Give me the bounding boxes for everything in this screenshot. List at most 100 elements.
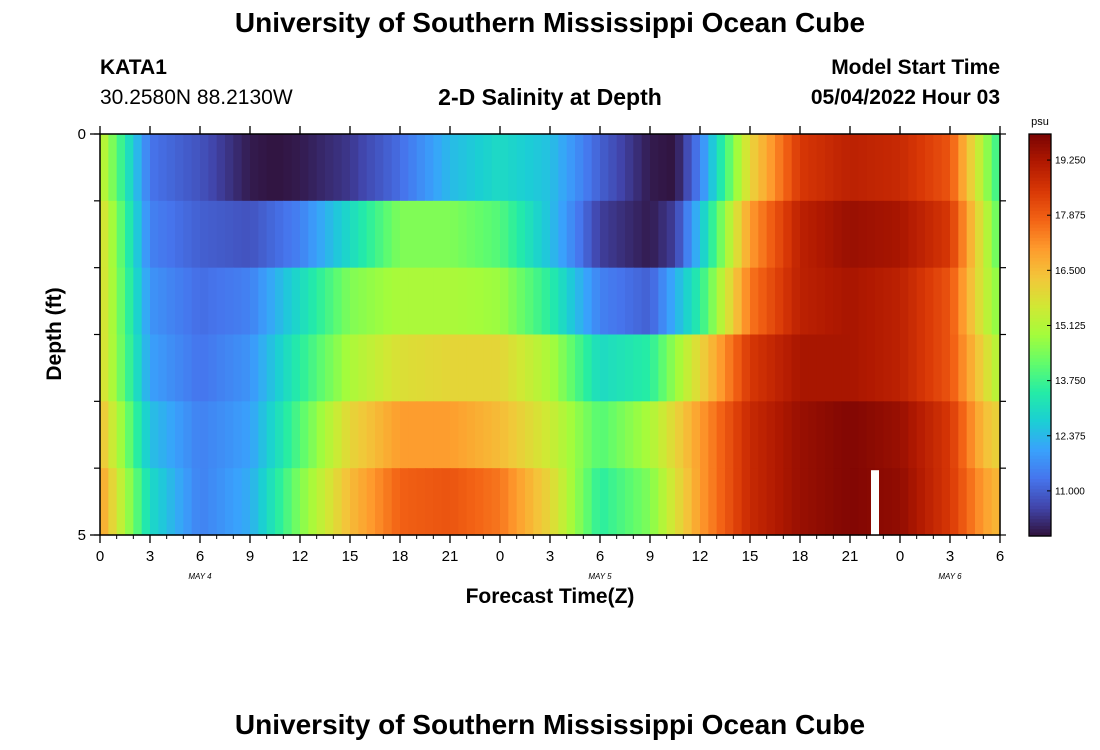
colorbar-swatch xyxy=(1029,207,1051,212)
heat-cell xyxy=(566,200,576,269)
heat-cell xyxy=(900,401,909,469)
heat-cell xyxy=(875,200,884,269)
heat-cell xyxy=(708,267,718,336)
heat-cell xyxy=(666,200,676,269)
heat-cell xyxy=(325,200,334,269)
heat-cell xyxy=(291,334,301,402)
heat-cell xyxy=(708,401,718,469)
heat-cell xyxy=(775,267,784,336)
colorbar-swatch xyxy=(1029,452,1051,457)
colorbar-tick-label: 17.875 xyxy=(1055,211,1086,222)
heat-cell xyxy=(116,267,126,336)
heat-cell xyxy=(175,468,184,536)
heat-cell xyxy=(458,267,468,336)
heat-cell xyxy=(908,200,918,269)
colorbar-unit: psu xyxy=(1031,116,1049,128)
heat-cell xyxy=(566,401,576,469)
heat-cell xyxy=(233,267,243,336)
heat-cell xyxy=(650,267,659,336)
colorbar-swatch xyxy=(1029,385,1051,390)
heat-cell xyxy=(841,401,851,469)
heat-cell xyxy=(300,267,309,336)
colorbar-swatch xyxy=(1029,532,1051,537)
heat-cell xyxy=(391,401,401,469)
heat-cell xyxy=(275,468,284,536)
heat-cell xyxy=(991,401,1001,469)
heat-cell xyxy=(216,267,226,336)
x-tick-label: 9 xyxy=(246,548,254,565)
heat-cell xyxy=(741,401,751,469)
heat-cell xyxy=(891,401,901,469)
colorbar-swatch xyxy=(1029,318,1051,323)
heat-cell xyxy=(416,401,426,469)
heat-cell xyxy=(541,468,551,536)
heat-cell xyxy=(183,200,193,269)
heat-cell xyxy=(258,267,268,336)
heat-cell xyxy=(450,401,459,469)
heat-cell xyxy=(783,134,793,202)
heat-cell xyxy=(475,468,484,536)
heat-cell xyxy=(383,334,393,402)
heat-cell xyxy=(800,200,809,269)
heat-cell xyxy=(158,267,168,336)
heat-cell xyxy=(841,267,851,336)
heat-cell xyxy=(283,401,293,469)
heat-cell xyxy=(500,134,509,202)
heat-cell xyxy=(141,267,151,336)
colorbar-swatch xyxy=(1029,495,1051,500)
colorbar-swatch xyxy=(1029,241,1051,246)
heat-cell xyxy=(425,267,434,336)
heat-cell xyxy=(391,468,401,536)
heat-cell xyxy=(758,267,768,336)
heat-cell xyxy=(266,468,276,536)
heat-cell xyxy=(508,401,518,469)
heat-cell xyxy=(141,401,151,469)
heat-cell xyxy=(375,200,384,269)
heat-cell xyxy=(691,134,701,202)
heat-cell xyxy=(616,334,626,402)
colorbar-swatch xyxy=(1029,204,1051,209)
heat-cell xyxy=(575,200,584,269)
colorbar-swatch xyxy=(1029,177,1051,182)
heat-cell xyxy=(475,200,484,269)
heat-cell xyxy=(908,134,918,202)
heat-cell xyxy=(608,468,618,536)
heat-cell xyxy=(225,334,234,402)
heat-cell xyxy=(766,267,776,336)
colorbar-swatch xyxy=(1029,217,1051,222)
heat-cell xyxy=(191,134,201,202)
heat-cell xyxy=(933,401,943,469)
heat-cell xyxy=(933,468,943,536)
colorbar: psu 11.000 12.375 13.750 15.125 16.500 17.875 1… xyxy=(1028,116,1086,537)
heat-cell xyxy=(141,334,151,402)
heat-cell xyxy=(333,267,343,336)
heat-cell xyxy=(400,468,409,536)
heat-cell xyxy=(833,267,843,336)
heat-cell xyxy=(625,401,634,469)
heat-cell xyxy=(125,267,134,336)
heat-cell xyxy=(583,401,593,469)
x-tick-label: 0 xyxy=(896,548,904,565)
colorbar-tick-label: 12.375 xyxy=(1055,431,1086,442)
heat-cell xyxy=(250,200,259,269)
heat-cell xyxy=(608,200,618,269)
page-title: University of Southern Mississippi Ocean… xyxy=(234,7,866,38)
heat-cell xyxy=(791,267,801,336)
heat-cell xyxy=(650,401,659,469)
heat-cell xyxy=(550,134,559,202)
heat-cell xyxy=(400,134,409,202)
heat-cell xyxy=(941,334,951,402)
heat-cell xyxy=(208,267,218,336)
colorbar-swatch xyxy=(1029,190,1051,195)
colorbar-swatch xyxy=(1029,134,1051,138)
colorbar-swatch xyxy=(1029,515,1051,520)
heat-cell xyxy=(200,468,209,536)
heat-cell xyxy=(925,334,934,402)
heat-cell xyxy=(208,401,218,469)
heat-cell xyxy=(233,134,243,202)
heat-cell xyxy=(625,200,634,269)
heat-cell xyxy=(333,401,343,469)
heat-cell xyxy=(541,134,551,202)
heat-cell xyxy=(191,401,201,469)
heat-cell xyxy=(166,401,176,469)
